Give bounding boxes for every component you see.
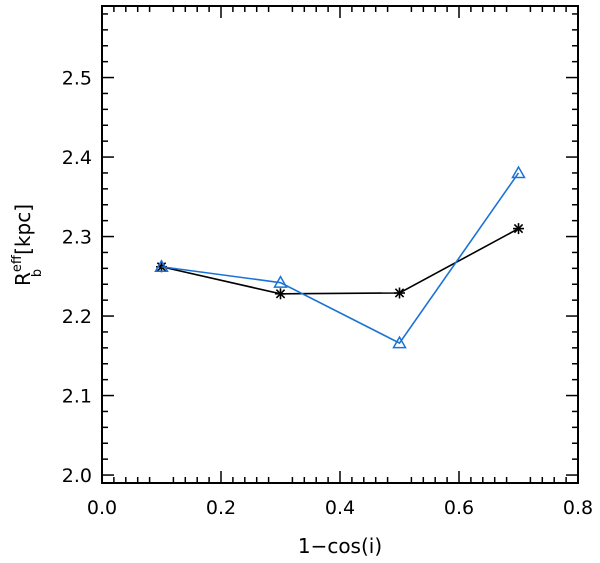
y-tick-label: 2.1 xyxy=(62,386,92,408)
triangle-marker xyxy=(392,335,407,349)
series-layer xyxy=(154,165,526,349)
y-tick-label: 2.3 xyxy=(62,227,92,249)
svg-text:Reffb[kpc]: Reffb [kpc] xyxy=(10,204,45,286)
x-axis-label: 1−cos(i) xyxy=(298,534,382,558)
asterisk-marker xyxy=(394,287,405,299)
y-axis-label-unit: [kpc] xyxy=(11,204,35,255)
x-tick-label: 0.2 xyxy=(206,497,236,519)
y-axis-label-subscript: b xyxy=(30,269,45,277)
y-tick-label: 2.4 xyxy=(62,147,92,169)
y-axis-label: Reffb [kpc] xyxy=(10,204,45,286)
series-line-1 xyxy=(161,227,519,295)
y-axis-label-superscript: eff xyxy=(10,254,25,272)
y-axis-label-base: R xyxy=(11,272,35,286)
triangle-marker xyxy=(273,275,288,288)
y-tick-labels: 2.0 2.1 2.2 2.3 2.4 2.5 xyxy=(62,68,92,487)
asterisk-marker xyxy=(513,223,524,235)
plot-frame xyxy=(101,5,579,484)
triangle-marker xyxy=(511,165,526,179)
triangle-marker xyxy=(154,259,169,273)
x-tick-labels: 0.0 0.2 0.4 0.6 0.8 xyxy=(87,497,593,519)
y-tick-label: 2.0 xyxy=(62,465,92,487)
x-tick-label: 0.0 xyxy=(87,497,117,519)
x-tick-label: 0.6 xyxy=(444,497,474,519)
x-tick-label: 0.4 xyxy=(325,497,355,519)
axis-ticks xyxy=(101,6,579,483)
y-tick-label: 2.2 xyxy=(62,306,92,328)
asterisk-marker xyxy=(275,288,286,300)
x-tick-label: 0.8 xyxy=(563,497,593,519)
series-line-2 xyxy=(161,172,520,345)
y-tick-label: 2.5 xyxy=(62,68,92,90)
